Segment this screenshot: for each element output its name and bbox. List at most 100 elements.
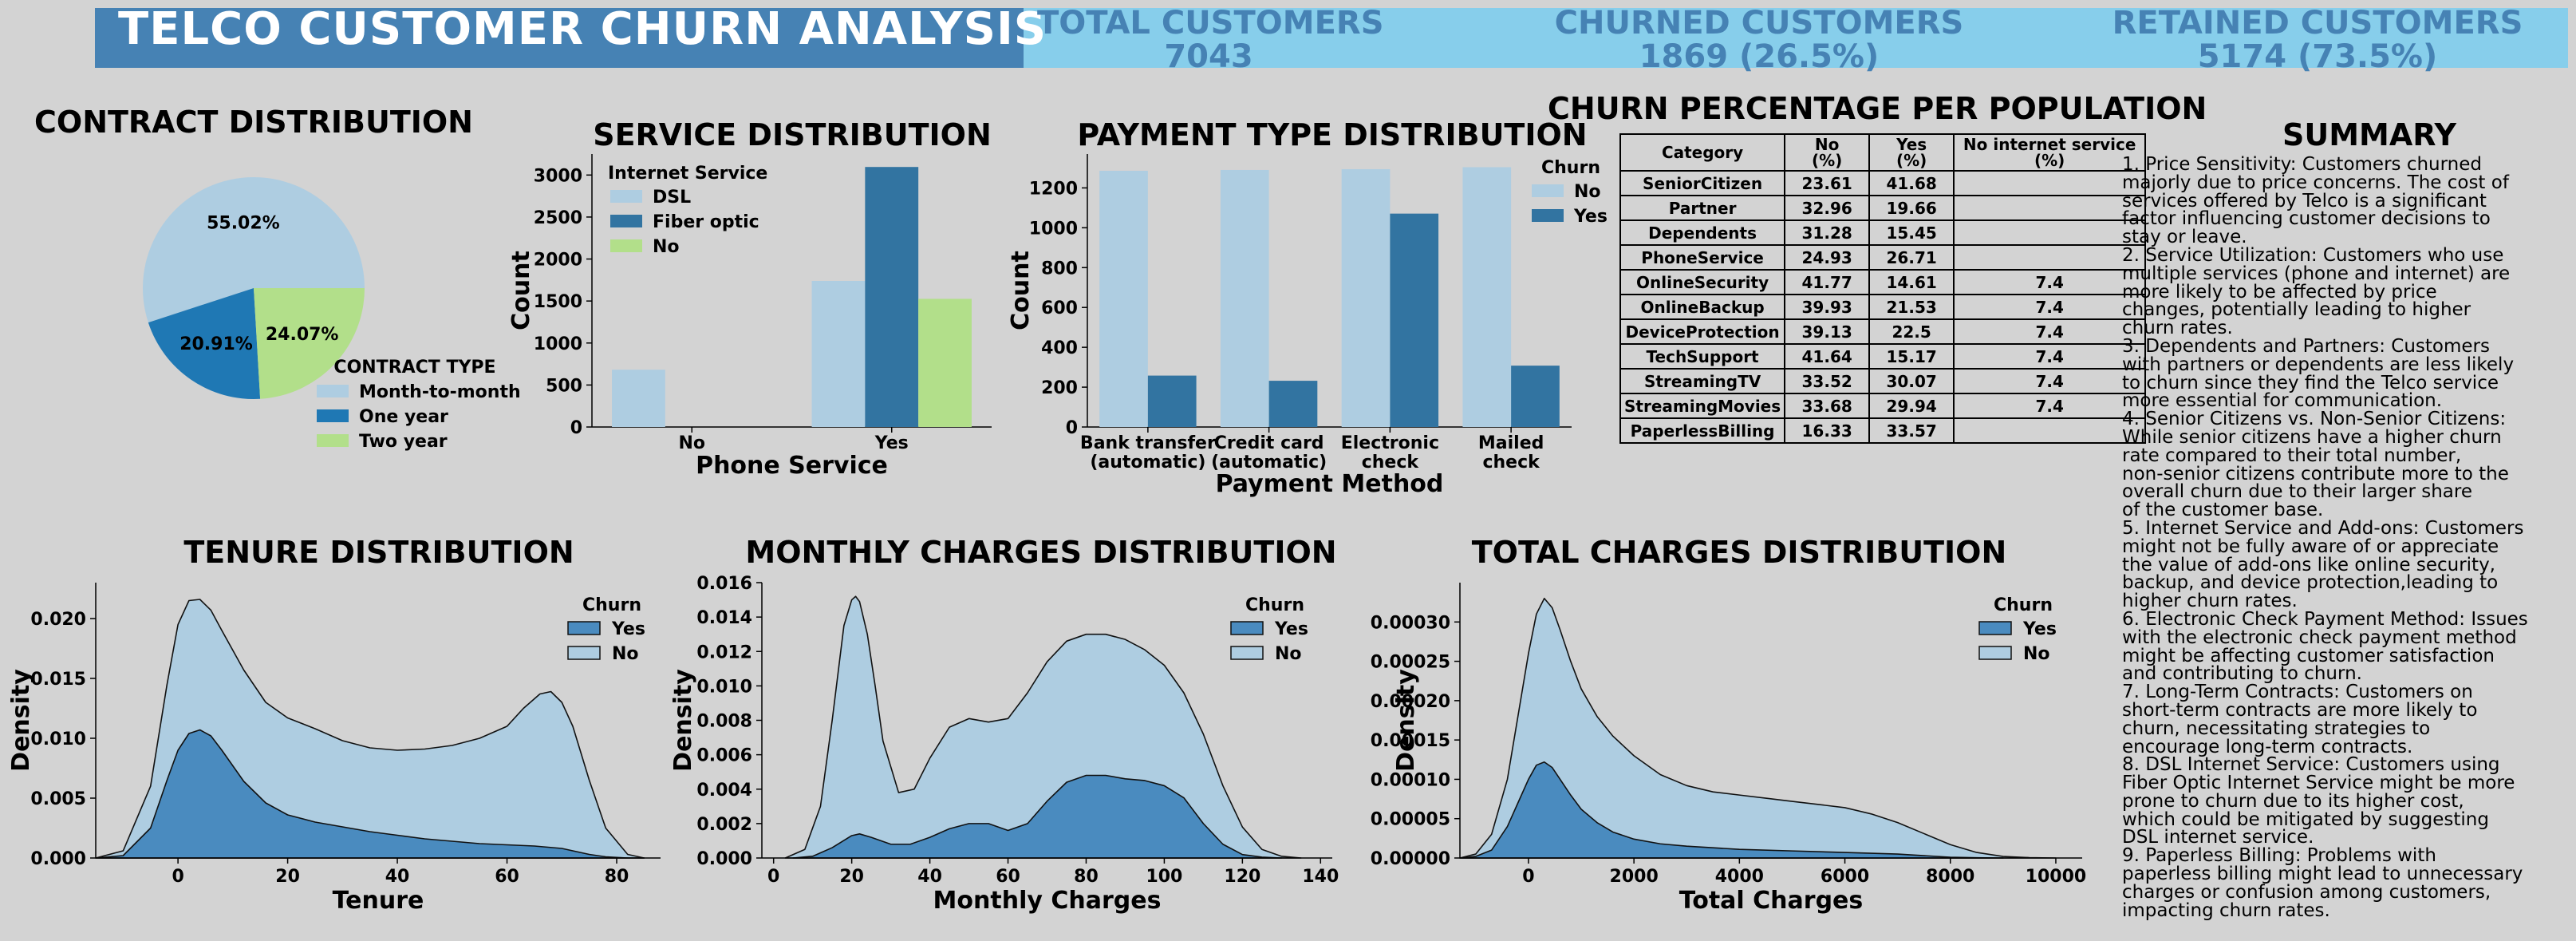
total-xtick-5: 10000 <box>2026 867 2087 887</box>
monthly-legend-swatch-1 <box>1230 646 1264 660</box>
total-ytick-6: 0.00030 <box>1371 613 1450 633</box>
monthly-ytick-5: 0.010 <box>696 677 752 697</box>
table-cell <box>1953 170 2147 196</box>
summary-line: with partners or dependents are less lik… <box>2122 354 2515 375</box>
table-row: StreamingTV 33.52 30.07 7.4 <box>1619 368 2147 394</box>
service-ytick-1: 500 <box>546 376 582 396</box>
dashboard-title: TELCO CUSTOMER CHURN ANALYSIS <box>118 3 1047 55</box>
tenure-legend-label-1: No <box>612 644 639 664</box>
table-row: OnlineBackup 39.93 21.53 7.4 <box>1619 294 2147 320</box>
summary-line: stay or leave. <box>2122 227 2247 248</box>
table-cell: 7.4 <box>1953 343 2147 370</box>
monthly-area-yes <box>792 774 1283 859</box>
monthly-xtick-0: 0 <box>767 867 779 887</box>
table-header-row: Category No (%) Yes (%) No internet service (%… <box>1619 133 2147 172</box>
summary-line: churn rates. <box>2122 318 2233 339</box>
service-legend-swatch-0 <box>610 190 642 203</box>
tenure-xtick-2: 40 <box>385 867 410 887</box>
summary-line: charges or confusion among customers, <box>2122 881 2491 903</box>
monthly-ylabel: Density <box>669 669 697 772</box>
tenure-ytick-1: 0.005 <box>30 789 86 809</box>
monthly-xtick-4: 80 <box>1074 867 1099 887</box>
total-legend-label-1: No <box>2023 644 2050 664</box>
table-cell: DeviceProtection <box>1619 318 1786 345</box>
pie-label-0: 55.02% <box>207 214 280 234</box>
table-cell: 39.93 <box>1784 294 1871 320</box>
service-ytick-5: 2500 <box>534 208 582 228</box>
kpi-retained-label: RETAINED CUSTOMERS <box>2112 5 2523 42</box>
payment-bar-0-1 <box>1147 375 1197 427</box>
monthly-ytick-3: 0.006 <box>696 746 752 766</box>
payment-xlabel: Payment Method <box>1216 470 1444 498</box>
table-row: PhoneService 24.93 26.71 <box>1619 244 2147 271</box>
table-cell: 15.45 <box>1868 219 1955 246</box>
service-ytick-2: 1000 <box>534 334 582 354</box>
table-row: SeniorCitizen 23.61 41.68 <box>1619 170 2147 196</box>
table-cell: 7.4 <box>1953 368 2147 394</box>
table-cell: 16.33 <box>1784 417 1871 444</box>
table-cell <box>1953 195 2147 221</box>
service-legend-label-0: DSL <box>653 188 691 208</box>
tenure-xtick-4: 80 <box>605 867 629 887</box>
summary-line: of the customer base. <box>2122 500 2324 521</box>
table-cell: PaperlessBilling <box>1619 417 1786 444</box>
table-cell: 29.94 <box>1868 393 1955 419</box>
total-xtick-1: 2000 <box>1610 867 1659 887</box>
table-cell <box>1953 219 2147 246</box>
payment-bar-1-1 <box>1268 381 1318 427</box>
total-legend-swatch-0 <box>1978 621 2012 635</box>
summary-line: more essential for communication. <box>2122 390 2443 412</box>
service-legend-swatch-1 <box>610 215 642 227</box>
summary-line: rate compared to their total number, <box>2122 445 2462 466</box>
summary-line: prone to churn due to its higher cost, <box>2122 790 2464 812</box>
monthly-xlabel: Monthly Charges <box>933 887 1162 915</box>
pie-legend-label-1: One year <box>359 407 448 427</box>
contract-chart-title: CONTRACT DISTRIBUTION <box>34 105 473 140</box>
kpi-churned-label: CHURNED CUSTOMERS <box>1554 5 1964 42</box>
table-cell: 41.64 <box>1784 343 1871 370</box>
summary-line: 9. Paperless Billing: Problems with <box>2122 845 2436 867</box>
table-row: DeviceProtection 39.13 22.5 7.4 <box>1619 318 2147 345</box>
summary-line: DSL internet service. <box>2122 827 2314 848</box>
monthly-ytick-8: 0.016 <box>696 574 752 594</box>
table-cell: 33.52 <box>1784 368 1871 394</box>
pie-legend-swatch-2 <box>317 434 349 447</box>
churn-percentage-table: Category No (%) Yes (%) No internet service (%… <box>1619 133 2147 444</box>
total-xlabel: Total Charges <box>1679 887 1864 915</box>
monthly-xtick-6: 120 <box>1224 867 1260 887</box>
tenure-chart-title: TENURE DISTRIBUTION <box>183 535 574 570</box>
summary-line: multiple services (phone and internet) a… <box>2122 263 2511 284</box>
payment-ytick-6: 1200 <box>1029 179 1078 199</box>
service-bar-1-0 <box>811 281 866 427</box>
payment-chart-title: PAYMENT TYPE DISTRIBUTION <box>1077 117 1588 152</box>
service-ylabel: Count <box>507 251 535 330</box>
table-cell: Dependents <box>1619 219 1786 246</box>
kpi-total-label: TOTAL CUSTOMERS <box>1037 5 1384 42</box>
table-row: Partner 32.96 19.66 <box>1619 195 2147 221</box>
monthly-xtick-1: 20 <box>839 867 864 887</box>
total-legend-label-0: Yes <box>2022 619 2057 639</box>
total-xtick-2: 4000 <box>1715 867 1764 887</box>
total-ytick-3: 0.00015 <box>1371 731 1450 751</box>
summary-line: 1. Price Sensitivity: Customers churned <box>2122 154 2482 175</box>
payment-legend-label-0: No <box>1574 182 1601 202</box>
summary-line: 8. DSL Internet Service: Customers using <box>2122 754 2500 776</box>
table-header-cell: Yes (%) <box>1868 133 1955 172</box>
table-cell: 31.28 <box>1784 219 1871 246</box>
summary-line: paperless billing might lead to unnecess… <box>2122 864 2523 885</box>
summary-line: higher churn rates. <box>2122 591 2298 612</box>
monthly-ytick-2: 0.004 <box>696 781 752 801</box>
table-cell: 26.71 <box>1868 244 1955 271</box>
table-cell: PhoneService <box>1619 244 1786 271</box>
summary-line: 2. Service Utilization: Customers who us… <box>2122 244 2504 266</box>
table-cell: 22.5 <box>1868 318 1955 345</box>
pie-label-1: 20.91% <box>179 334 253 354</box>
monthly-legend-swatch-0 <box>1230 621 1264 635</box>
pie-legend-label-2: Two year <box>359 432 448 452</box>
summary-line: 5. Internet Service and Add-ons: Custome… <box>2122 517 2524 539</box>
payment-legend-title: Churn <box>1541 158 1600 178</box>
table-cell: 33.57 <box>1868 417 1955 444</box>
summary-line: majorly due to price concerns. The cost … <box>2122 172 2509 193</box>
payment-xtick-0: Bank transfer (automatic) <box>1080 433 1216 472</box>
